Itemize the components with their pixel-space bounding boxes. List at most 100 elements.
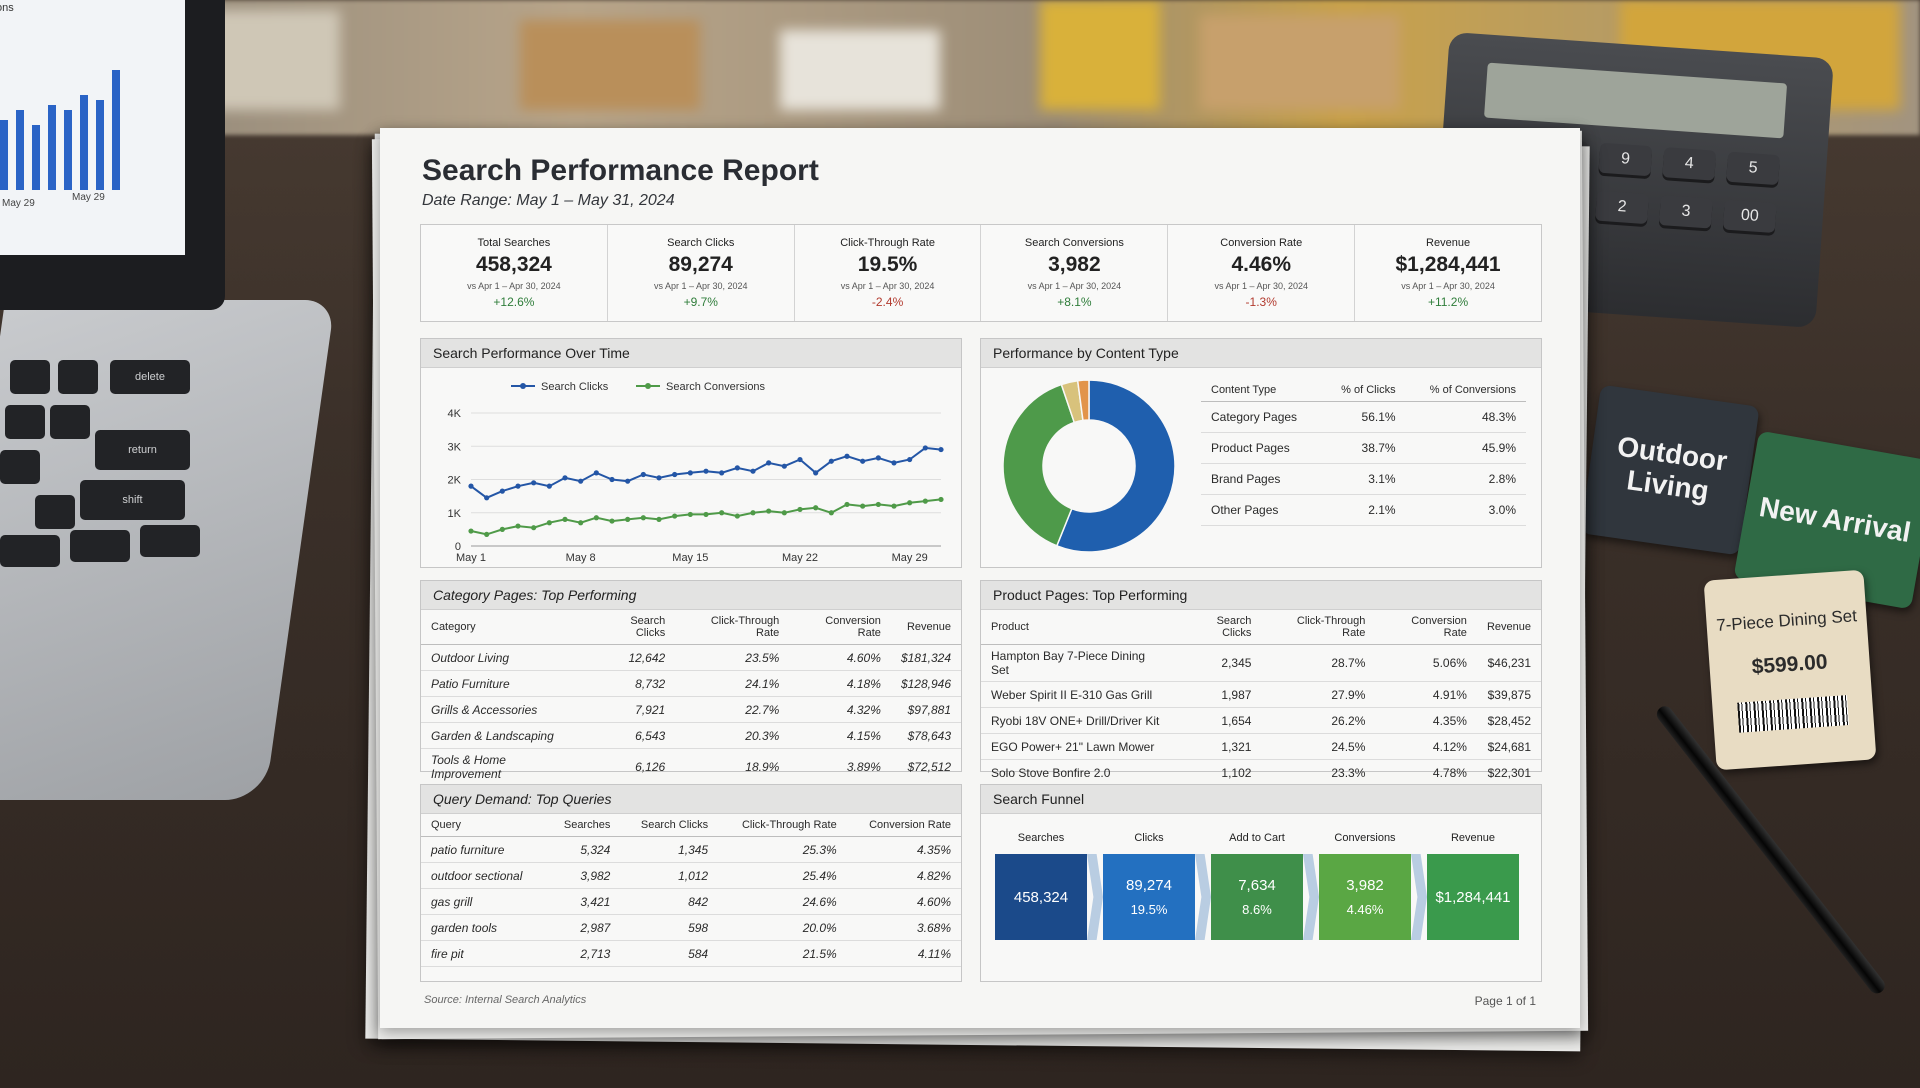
point <box>468 483 474 489</box>
key <box>0 535 60 567</box>
point <box>766 508 772 514</box>
source-note: Source: Internal Search Analytics <box>424 994 587 1006</box>
x-tick-label: May 1 <box>456 552 486 564</box>
stage-rate: 19.5% <box>1130 902 1168 917</box>
laptop-text: May 29 <box>2 198 35 209</box>
header-row: Query Searches Search Clicks Click-Through … <box>421 814 961 837</box>
column-header: % of Conversions <box>1405 379 1526 402</box>
header-row: Content Type% of Clicks% of Conversions <box>1201 379 1526 402</box>
date-range: Date Range: May 1 – May 31, 2024 <box>422 192 675 209</box>
calculator-key: 3 <box>1658 195 1713 229</box>
funnel-arrow <box>1303 854 1319 940</box>
table-cell: 2,713 <box>545 940 621 967</box>
kpi-change: +9.7% <box>683 295 718 309</box>
table-cell: outdoor sectional <box>421 862 546 889</box>
point <box>703 511 709 518</box>
table-cell: fire pit <box>421 940 546 967</box>
table-cell: 4.35% <box>846 836 961 863</box>
laptop-text: osions <box>0 2 14 14</box>
funnel-stage: Searches 458,324 <box>995 822 1087 940</box>
point <box>515 523 521 529</box>
table-cell: $24,681 <box>1476 733 1541 760</box>
table-cell: 584 <box>620 940 719 967</box>
table-cell: 4.12% <box>1375 733 1477 760</box>
kpi-change: -2.4% <box>871 295 904 309</box>
x-tick-label: May 22 <box>782 552 818 564</box>
table-cell: Solo Stove Bonfire 2.0 <box>981 759 1175 786</box>
data-table: Product Search Clicks Click-Through Rate Co… <box>981 610 1541 786</box>
table-row: Brand Pages 3.1% 2.8% <box>1201 463 1526 495</box>
table-cell: 1,654 <box>1174 707 1262 734</box>
table-cell: 4.91% <box>1375 681 1477 708</box>
table-cell: 1,102 <box>1174 759 1262 786</box>
column-header: Category <box>421 610 589 645</box>
table-cell: 5.06% <box>1375 644 1477 682</box>
table-cell: Garden & Landscaping <box>421 722 589 749</box>
table-cell: 25.4% <box>718 862 847 889</box>
point <box>828 510 834 516</box>
stage-box: 89,274 19.5% <box>1103 854 1195 940</box>
table-cell: 7,921 <box>588 696 676 723</box>
kpi-row: Total Searches 458,324 vs Apr 1 – Apr 30, … <box>420 224 1542 322</box>
point <box>781 510 787 516</box>
table-cell: Grills & Accessories <box>421 696 589 723</box>
key <box>0 450 40 484</box>
point <box>907 456 913 463</box>
point <box>531 525 537 531</box>
point <box>734 513 740 519</box>
point <box>703 468 709 474</box>
table-cell: 1,012 <box>620 862 719 889</box>
point <box>844 453 850 459</box>
table-cell: $181,324 <box>890 644 961 671</box>
table-cell: 21.5% <box>718 940 847 967</box>
tag-price: $599.00 <box>1750 650 1829 679</box>
blur-block <box>1200 15 1400 110</box>
point <box>672 471 678 478</box>
table-row: Category Pages 56.1% 48.3% <box>1201 401 1526 433</box>
table-row: Ryobi 18V ONE+ Drill/Driver Kit 1,654 26.2… <box>981 707 1541 734</box>
header-row: Product Search Clicks Click-Through Rate Co… <box>981 610 1541 645</box>
column-header: Revenue <box>1476 610 1541 645</box>
panel-title: Category Pages: Top Performing <box>421 581 961 610</box>
table-cell: EGO Power+ 21" Lawn Mower <box>981 733 1175 760</box>
pie-table: Content Type% of Clicks% of Conversions C… <box>1201 379 1526 526</box>
funnel-stage: Add to Cart 7,634 8.6% <box>1211 822 1303 940</box>
funnel-stage: Clicks 89,274 19.5% <box>1103 822 1195 940</box>
point <box>578 520 584 526</box>
kpi-card: Total Searches 458,324 vs Apr 1 – Apr 30, … <box>421 225 608 321</box>
key <box>70 530 130 562</box>
kpi-comparison: vs Apr 1 – Apr 30, 2024 <box>1027 281 1122 291</box>
blur-block <box>780 30 940 110</box>
kpi-comparison: vs Apr 1 – Apr 30, 2024 <box>653 281 748 291</box>
table-cell: $72,512 <box>890 748 961 786</box>
legend-label: Search Clicks <box>541 381 609 393</box>
kpi-card: Click-Through Rate 19.5% vs Apr 1 – Apr 30… <box>795 225 982 321</box>
table-cell: $97,881 <box>890 696 961 723</box>
table-cell: 27.9% <box>1261 681 1376 708</box>
table-cell: 23.3% <box>1261 759 1376 786</box>
panel-title: Query Demand: Top Queries <box>421 785 961 814</box>
kpi-value: 3,982 <box>1048 253 1101 276</box>
kpi-card: Conversion Rate 4.46% vs Apr 1 – Apr 30, 2… <box>1168 225 1356 321</box>
laptop-bar <box>32 125 40 190</box>
kpi-change: -1.3% <box>1245 295 1277 309</box>
column-header: Conversion Rate <box>789 610 891 645</box>
calculator-key: 2 <box>1595 190 1650 225</box>
point <box>609 518 615 524</box>
column-header: Click-Through Rate <box>718 814 847 837</box>
point <box>797 506 803 513</box>
laptop-bar <box>0 120 8 190</box>
table-cell: 26.2% <box>1261 707 1376 734</box>
kpi-value: 19.5% <box>857 253 918 276</box>
point <box>922 498 928 504</box>
key <box>140 525 200 557</box>
column-header: Click-Through Rate <box>1261 610 1376 645</box>
page-number: Page 1 of 1 <box>1474 994 1536 1008</box>
kpi-value: 458,324 <box>475 253 552 276</box>
table-cell: 23.5% <box>675 644 790 671</box>
data-table: Query Searches Search Clicks Click-Through … <box>421 814 961 967</box>
donut-slice <box>1002 383 1076 547</box>
point <box>499 526 505 532</box>
table-row: Patio Furniture 8,732 24.1% 4.18% $128,946 <box>421 670 961 697</box>
